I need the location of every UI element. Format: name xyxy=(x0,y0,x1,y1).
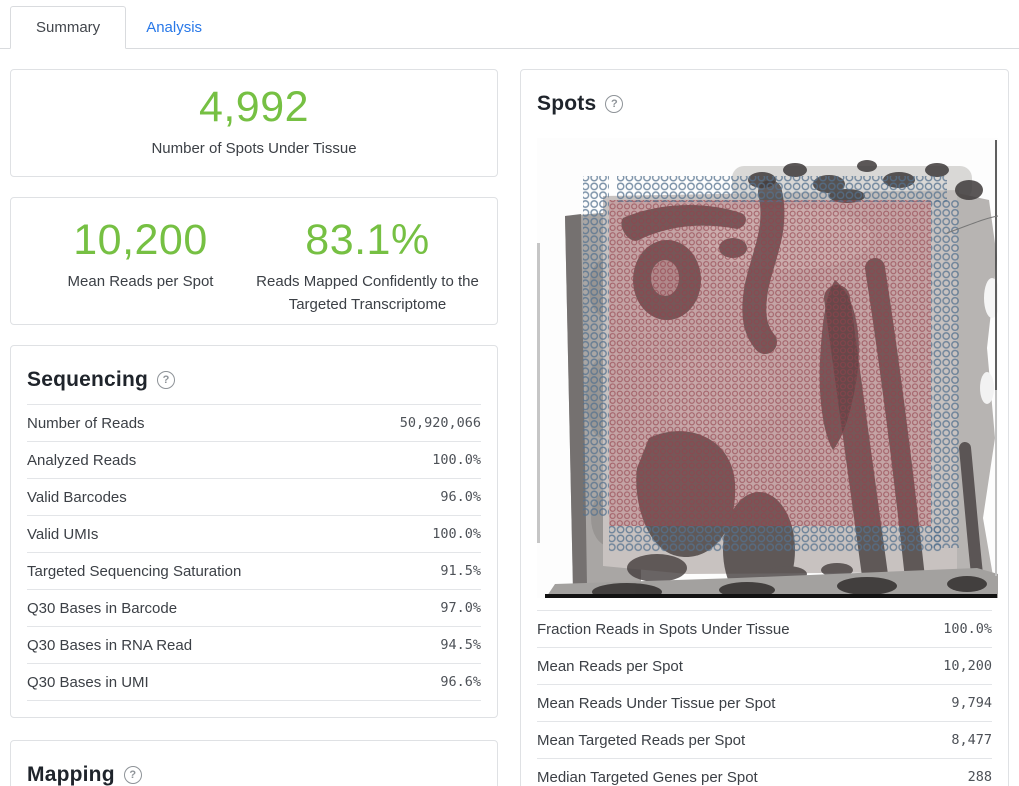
mean-reads-value: 10,200 xyxy=(73,216,208,264)
metric-value: 96.6% xyxy=(440,674,481,690)
metric-row-mean-targeted-reads: Mean Targeted Reads per Spot 8,477 xyxy=(537,722,992,759)
metric-row-fraction-reads-under-tissue: Fraction Reads in Spots Under Tissue 100… xyxy=(537,611,992,648)
tab-analysis[interactable]: Analysis xyxy=(146,19,203,36)
metric-value: 96.0% xyxy=(440,489,481,505)
mapping-header: Mapping ? xyxy=(27,755,481,786)
metric-label: Mean Targeted Reads per Spot xyxy=(537,731,746,749)
metric-label: Valid Barcodes xyxy=(27,488,127,506)
help-icon[interactable]: ? xyxy=(123,766,142,784)
metric-value: 94.5% xyxy=(440,637,481,653)
sequencing-header: Sequencing ? xyxy=(27,360,481,404)
reads-summary-card: 10,200 Mean Reads per Spot 83.1% Reads M… xyxy=(10,197,498,325)
metric-value: 97.0% xyxy=(440,600,481,616)
metric-row-targeted-seq-saturation: Targeted Sequencing Saturation 91.5% xyxy=(27,553,481,590)
spots-under-tissue-label: Number of Spots Under Tissue xyxy=(151,140,357,158)
spots-table: Fraction Reads in Spots Under Tissue 100… xyxy=(537,610,992,786)
metric-row-mean-reads-under-tissue: Mean Reads Under Tissue per Spot 9,794 xyxy=(537,685,992,722)
help-icon[interactable]: ? xyxy=(605,95,624,113)
reads-mapped-value: 83.1% xyxy=(305,216,430,264)
metric-row-mean-reads-per-spot: Mean Reads per Spot 10,200 xyxy=(537,648,992,685)
mapping-title: Mapping xyxy=(27,763,115,786)
metric-row-q30-barcode: Q30 Bases in Barcode 97.0% xyxy=(27,590,481,627)
spots-under-tissue-card: 4,992 Number of Spots Under Tissue xyxy=(10,69,498,177)
left-column: 4,992 Number of Spots Under Tissue 10,20… xyxy=(10,69,498,786)
metric-row-valid-barcodes: Valid Barcodes 96.0% xyxy=(27,479,481,516)
help-icon[interactable]: ? xyxy=(157,371,176,389)
sequencing-card: Sequencing ? Number of Reads 50,920,066 … xyxy=(10,345,498,718)
metric-label: Median Targeted Genes per Spot xyxy=(537,768,758,786)
spots-under-tissue-value: 4,992 xyxy=(198,83,310,132)
metric-label: Mean Reads Under Tissue per Spot xyxy=(537,694,776,712)
metric-label: Q30 Bases in UMI xyxy=(27,673,149,691)
metric-label: Valid UMIs xyxy=(27,525,99,543)
metric-value: 91.5% xyxy=(440,563,481,579)
metric-row-number-of-reads: Number of Reads 50,920,066 xyxy=(27,405,481,442)
metric-label: Mean Reads per Spot xyxy=(537,657,683,675)
metric-value: 8,477 xyxy=(951,732,992,748)
metric-row-analyzed-reads: Analyzed Reads 100.0% xyxy=(27,442,481,479)
metric-value: 9,794 xyxy=(951,695,992,711)
mean-reads-stat: 10,200 Mean Reads per Spot xyxy=(27,216,254,293)
reads-mapped-label: Reads Mapped Confidently to the Targeted… xyxy=(256,273,479,314)
metric-row-valid-umis: Valid UMIs 100.0% xyxy=(27,516,481,553)
metric-label: Fraction Reads in Spots Under Tissue xyxy=(537,620,790,638)
metric-label: Analyzed Reads xyxy=(27,451,137,469)
spots-card: Spots ? xyxy=(520,69,1009,786)
right-column: Spots ? xyxy=(520,69,1009,786)
summary-page: 4,992 Number of Spots Under Tissue 10,20… xyxy=(0,49,1019,786)
mapping-card: Mapping ? xyxy=(10,740,498,786)
tab-bar: Summary Analysis xyxy=(0,0,1019,49)
metric-label: Targeted Sequencing Saturation xyxy=(27,562,242,580)
mean-reads-label: Mean Reads per Spot xyxy=(67,273,214,291)
tissue-spots-image xyxy=(537,138,998,598)
metric-label: Number of Reads xyxy=(27,414,145,432)
reads-mapped-stat: 83.1% Reads Mapped Confidently to the Ta… xyxy=(254,216,481,317)
sequencing-title: Sequencing xyxy=(27,368,149,391)
tab-summary[interactable]: Summary xyxy=(10,6,127,49)
metric-row-median-targeted-genes: Median Targeted Genes per Spot 288 xyxy=(537,759,992,786)
metric-value: 10,200 xyxy=(943,658,992,674)
metric-label: Q30 Bases in Barcode xyxy=(27,599,178,617)
metric-row-q30-umi: Q30 Bases in UMI 96.6% xyxy=(27,664,481,701)
metric-value: 100.0% xyxy=(432,526,481,542)
metric-label: Q30 Bases in RNA Read xyxy=(27,636,193,654)
sequencing-table: Number of Reads 50,920,066 Analyzed Read… xyxy=(27,404,481,701)
spots-title: Spots xyxy=(537,92,597,115)
metric-value: 100.0% xyxy=(432,452,481,468)
metric-value: 100.0% xyxy=(943,621,992,637)
metric-value: 288 xyxy=(967,769,992,785)
metric-row-q30-rna-read: Q30 Bases in RNA Read 94.5% xyxy=(27,627,481,664)
metric-value: 50,920,066 xyxy=(399,415,481,431)
spots-header: Spots ? xyxy=(537,84,992,128)
